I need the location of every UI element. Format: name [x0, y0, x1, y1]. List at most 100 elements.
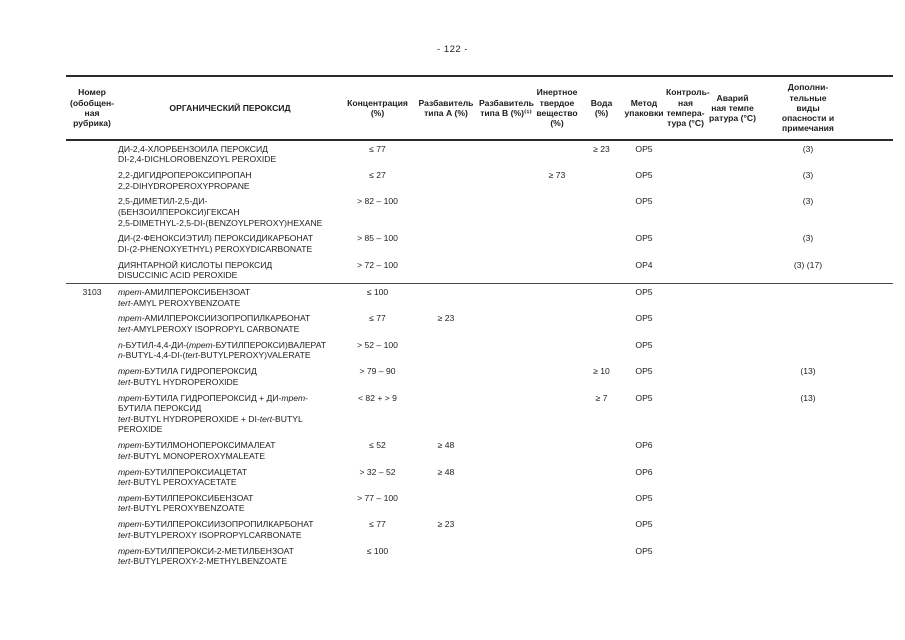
diluent-a-cell: ≥ 23 [437, 519, 455, 530]
row-right-filler [856, 546, 893, 567]
packing-method-cell: ОР5 [635, 196, 653, 207]
substance-name-en: tert-BUTYL HYDROPEROXIDE + DI-tert-BUTYL… [118, 413, 303, 435]
substance-name-cell: ДИ-(2-ФЕНОКСИЭТИЛ) ПЕРОКСИДИКАРБОНАТ DI-… [118, 233, 342, 254]
control-temperature-cell [666, 340, 705, 361]
hazard-notes-cell [760, 340, 856, 361]
emergency-temperature-cell [705, 366, 760, 387]
substance-name-ru: трет-БУТИЛПЕРОКСИАЦЕТАТ [118, 466, 248, 477]
packing-method-cell: ОР5 [635, 519, 653, 530]
diluent-a-cell: ≥ 48 [437, 440, 455, 451]
substance-name-ru: трет-БУТИЛА ГИДРОПЕРОКСИД + ДИ-трет- БУТИ… [118, 392, 308, 414]
packing-method-cell: ОР5 [635, 287, 653, 298]
substance-name-cell: трет-БУТИЛПЕРОКСИБЕНЗОАТ tert-BUTYL PERO… [118, 493, 342, 514]
diluent-b-cell [479, 233, 533, 254]
substance-name-ru: трет-БУТИЛПЕРОКСИБЕНЗОАТ [118, 492, 254, 503]
diluent-b-cell [479, 519, 533, 540]
table-row: трет-БУТИЛА ГИДРОПЕРОКСИД + ДИ-трет- БУТИ… [66, 390, 893, 438]
diluent-a-cell [413, 546, 479, 567]
control-temperature-cell [666, 440, 705, 461]
substance-name-ru: 2,5-ДИМЕТИЛ-2,5-ДИ- (БЕНЗОИЛПЕРОКСИ)ГЕКСА… [118, 196, 240, 217]
substance-name-en: tert-BUTYLPEROXY ISOPROPYLCARBONATE [118, 529, 302, 540]
diluent-b-cell [479, 467, 533, 488]
packing-method-cell: ОР5 [635, 233, 653, 244]
packing-method-cell: ОР5 [635, 545, 653, 556]
control-temperature-cell [666, 144, 705, 165]
diluent-b-cell [479, 196, 533, 228]
emergency-temperature-cell [705, 144, 760, 165]
diluent-b-cell [479, 393, 533, 435]
header-concentration: Концентрация (%) [347, 97, 408, 118]
row-number-cell [66, 340, 118, 361]
substance-name-ru: ДИЯНТАРНОЙ КИСЛОТЫ ПЕРОКСИД [118, 259, 273, 270]
header-peroxide-name: ОРГАНИЧЕСКИЙ ПЕРОКСИД [169, 102, 291, 113]
hazard-notes-cell [760, 519, 856, 540]
packing-method-cell: ОР5 [635, 169, 653, 180]
hazard-notes-cell [760, 313, 856, 334]
substance-name-cell: ДИЯНТАРНОЙ КИСЛОТЫ ПЕРОКСИД DISUCCINIC A… [118, 260, 342, 281]
inert-solid-cell [533, 519, 581, 540]
page-number: - 122 - [437, 44, 468, 55]
substance-name-ru: трет-АМИЛПЕРОКСИИЗОПРОПИЛКАРБОНАТ [118, 313, 311, 324]
inert-solid-cell [533, 440, 581, 461]
water-cell [581, 313, 622, 334]
diluent-a-cell [413, 393, 479, 435]
control-temperature-cell [666, 519, 705, 540]
row-right-filler [856, 493, 893, 514]
row-number-cell [66, 233, 118, 254]
row-right-filler [856, 260, 893, 281]
table-row: ДИЯНТАРНОЙ КИСЛОТЫ ПЕРОКСИД DISUCCINIC A… [66, 257, 893, 283]
diluent-b-cell [479, 144, 533, 165]
substance-name-en: DI-(2-PHENOXYETHYL) PEROXYDICARBONATE [118, 243, 313, 254]
substance-name-cell: n-БУТИЛ-4,4-ДИ-(трет-БУТИЛПЕРОКСИ)ВАЛЕРА… [118, 340, 342, 361]
hazard-notes-cell: (3) (17) [793, 259, 823, 270]
control-temperature-cell [666, 233, 705, 254]
emergency-temperature-cell [705, 493, 760, 514]
water-cell [581, 467, 622, 488]
control-temperature-cell [666, 366, 705, 387]
table-row: 2,2-ДИГИДРОПЕРОКСИПРОПАН 2,2-DIHYDROPERO… [66, 167, 893, 193]
table-row: трет-БУТИЛПЕРОКСИБЕНЗОАТ tert-BUTYL PERO… [66, 490, 893, 516]
emergency-temperature-cell [705, 196, 760, 228]
substance-name-cell: трет-БУТИЛПЕРОКСИИЗОПРОПИЛКАРБОНАТ tert-… [118, 519, 342, 540]
diluent-a-cell [413, 144, 479, 165]
table-row: 3103 трет-АМИЛПЕРОКСИБЕНЗОАТ tert-AMYL P… [66, 283, 893, 310]
diluent-a-cell [413, 196, 479, 228]
table-row: n-БУТИЛ-4,4-ДИ-(трет-БУТИЛПЕРОКСИ)ВАЛЕРА… [66, 337, 893, 363]
row-number-cell [66, 519, 118, 540]
inert-solid-cell [533, 144, 581, 165]
row-right-filler [856, 519, 893, 540]
diluent-a-cell [413, 340, 479, 361]
table-row: ДИ-(2-ФЕНОКСИЭТИЛ) ПЕРОКСИДИКАРБОНАТ DI-… [66, 231, 893, 257]
row-number-cell [66, 144, 118, 165]
emergency-temperature-cell [705, 170, 760, 191]
diluent-a-cell: ≥ 48 [437, 466, 455, 477]
packing-method-cell: ОР4 [635, 259, 653, 270]
header-control-temperature: Контроль-ная темпера-тура (°C) [666, 87, 710, 129]
row-right-filler [856, 313, 893, 334]
concentration-cell: ≤ 52 [369, 440, 386, 451]
water-cell [581, 287, 622, 308]
control-temperature-cell [666, 170, 705, 191]
diluent-b-cell [479, 440, 533, 461]
header-inert-solid: Инертное твердое вещество (%) [536, 87, 578, 129]
row-number-cell [66, 440, 118, 461]
emergency-temperature-cell [705, 233, 760, 254]
concentration-cell: > 85 – 100 [357, 233, 398, 244]
water-cell [581, 519, 622, 540]
substance-name-ru: трет-БУТИЛПЕРОКСИ-2-МЕТИЛБЕНЗОАТ [118, 545, 294, 556]
inert-solid-cell [533, 196, 581, 228]
substance-name-ru: ДИ-(2-ФЕНОКСИЭТИЛ) ПЕРОКСИДИКАРБОНАТ [118, 233, 313, 244]
row-number-cell [66, 170, 118, 191]
control-temperature-cell [666, 546, 705, 567]
water-cell: ≥ 23 [593, 143, 610, 154]
control-temperature-cell [666, 287, 705, 308]
diluent-b-cell [479, 493, 533, 514]
substance-name-en: tert-BUTYL MONOPEROXYMALEATE [118, 450, 266, 461]
row-number-cell [66, 493, 118, 514]
substance-name-cell: трет-АМИЛПЕРОКСИИЗОПРОПИЛКАРБОНАТ tert-A… [118, 313, 342, 334]
hazard-notes-cell [760, 467, 856, 488]
row-number-cell [66, 260, 118, 281]
table-row: трет-БУТИЛПЕРОКСИИЗОПРОПИЛКАРБОНАТ tert-… [66, 517, 893, 543]
diluent-b-cell [479, 546, 533, 567]
table-row: трет-БУТИЛМОНОПЕРОКСИМАЛЕАТ tert-BUTYL M… [66, 438, 893, 464]
